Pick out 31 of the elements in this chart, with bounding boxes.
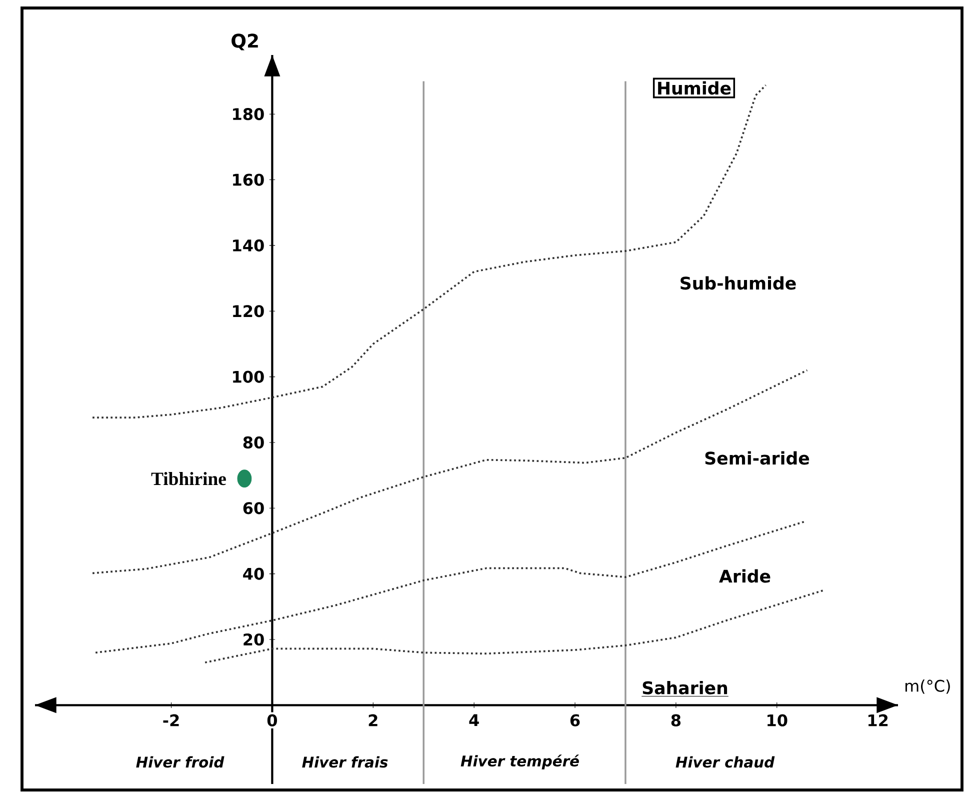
x-tick-label: 12 — [868, 714, 888, 726]
y-tick-label: 100 — [233, 370, 264, 383]
annotation: Aride — [719, 569, 770, 583]
line-series — [94, 520, 807, 654]
y-tick-label: 60 — [243, 502, 264, 514]
series-label: Tibhirine — [151, 472, 226, 486]
annotation: Humide — [658, 81, 731, 95]
y-tick-label: 40 — [243, 568, 264, 580]
x-tick-label: 10 — [768, 714, 788, 726]
y-tick-label: 160 — [233, 174, 264, 186]
x-tick-label: 2 — [368, 714, 378, 726]
line-series — [204, 589, 825, 664]
annotation: Hiver froid — [136, 756, 224, 768]
annotation: Sub-humide — [680, 276, 796, 290]
x-tick-label: 6 — [570, 714, 580, 726]
y-tick-label: 180 — [233, 108, 264, 120]
y-tick-label: 140 — [233, 239, 264, 252]
x-tick-label: 8 — [671, 714, 681, 726]
y-tick-label: 80 — [243, 436, 264, 449]
x-tick-label: -2 — [163, 714, 179, 726]
x-axis-title: m(°C) — [905, 680, 950, 694]
annotation: Hiver frais — [302, 756, 388, 768]
annotation: Saharien — [642, 680, 728, 694]
annotation: Hiver tempéré — [460, 754, 580, 770]
x-tick-label: 4 — [469, 714, 479, 726]
y-axis-title: Q2 — [232, 34, 258, 50]
y-tick-label: 20 — [244, 633, 264, 646]
annotation: Hiver chaud — [676, 756, 775, 768]
y-tick-label: 120 — [233, 305, 264, 318]
annotation: Semi-aride — [705, 451, 810, 465]
x-tick-label: 0 — [267, 714, 278, 726]
